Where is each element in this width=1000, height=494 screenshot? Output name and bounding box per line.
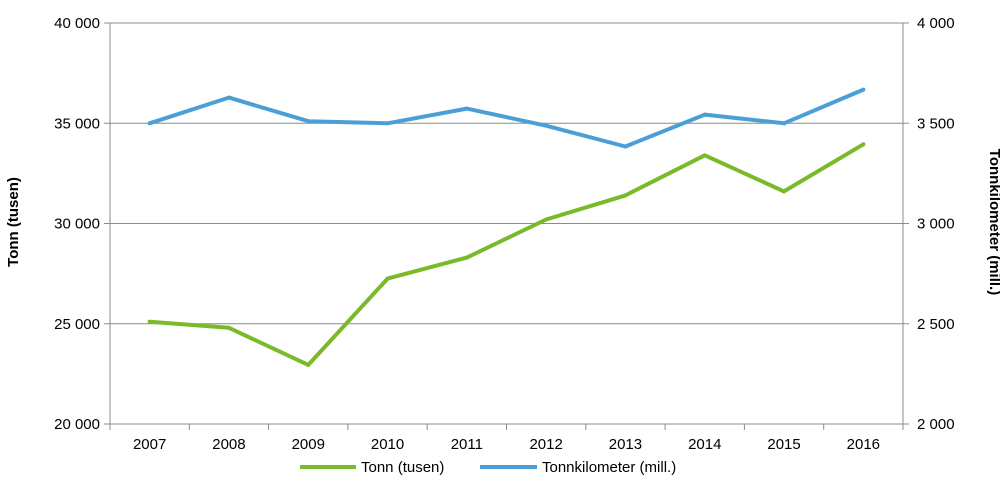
left-tick-label: 30 000 (54, 216, 100, 233)
left-axis-ticks: 20 000 25 000 30 000 35 000 40 000 (54, 15, 110, 433)
x-tick-label: 2008 (212, 436, 245, 453)
left-axis-title: Tonn (tusen) (5, 177, 22, 267)
x-tick-label: 2007 (133, 436, 166, 453)
series-line-tonn (149, 142, 865, 367)
data-point (861, 87, 866, 92)
left-tick-label: 35 000 (54, 115, 100, 132)
data-point (385, 276, 390, 281)
left-tick-label: 25 000 (54, 316, 100, 333)
data-point (861, 142, 866, 147)
x-tick-label: 2011 (451, 436, 483, 453)
data-point (782, 121, 787, 126)
data-point (544, 217, 549, 222)
data-point (782, 189, 787, 194)
data-point (702, 153, 707, 158)
data-point (464, 255, 469, 260)
x-tick-label: 2015 (767, 436, 800, 453)
series-lines (147, 87, 866, 367)
right-tick-label: 2 500 (917, 316, 955, 333)
data-point (306, 119, 311, 124)
x-tick-label: 2013 (609, 436, 642, 453)
gridlines (110, 22, 903, 325)
data-point (544, 123, 549, 128)
right-tick-label: 4 000 (917, 15, 955, 32)
data-point (623, 144, 628, 149)
data-point (385, 121, 390, 126)
right-tick-label: 2 000 (917, 416, 955, 433)
right-axis-ticks: 2 000 2 500 3 000 3 500 4 000 (903, 15, 955, 433)
data-point (226, 95, 231, 100)
x-tick-label: 2016 (847, 436, 880, 453)
right-tick-label: 3 000 (917, 216, 955, 233)
x-tick-label: 2014 (688, 436, 721, 453)
right-tick-label: 3 500 (917, 115, 955, 132)
data-point (306, 362, 311, 367)
x-tick-label: 2010 (371, 436, 404, 453)
x-tick-label: 2009 (292, 436, 325, 453)
data-point (147, 319, 152, 324)
legend: Tonn (tusen) Tonnkilometer (mill.) (300, 459, 676, 476)
data-point (464, 106, 469, 111)
left-tick-label: 20 000 (54, 416, 100, 433)
data-point (147, 121, 152, 126)
left-tick-label: 40 000 (54, 15, 100, 32)
right-axis-title: Tonnkilometer (mill.) (986, 149, 1000, 295)
series-line-tonnkilometer (149, 87, 865, 149)
data-point (702, 112, 707, 117)
legend-label-tonnkilometer: Tonnkilometer (mill.) (542, 459, 676, 476)
data-point (623, 193, 628, 198)
legend-label-tonn: Tonn (tusen) (361, 459, 444, 476)
x-axis-ticks: 2007 2008 2009 2010 2011 2012 2013 2014 2015 2016 (109, 424, 904, 453)
data-point (226, 325, 231, 330)
x-tick-label: 2012 (529, 436, 562, 453)
